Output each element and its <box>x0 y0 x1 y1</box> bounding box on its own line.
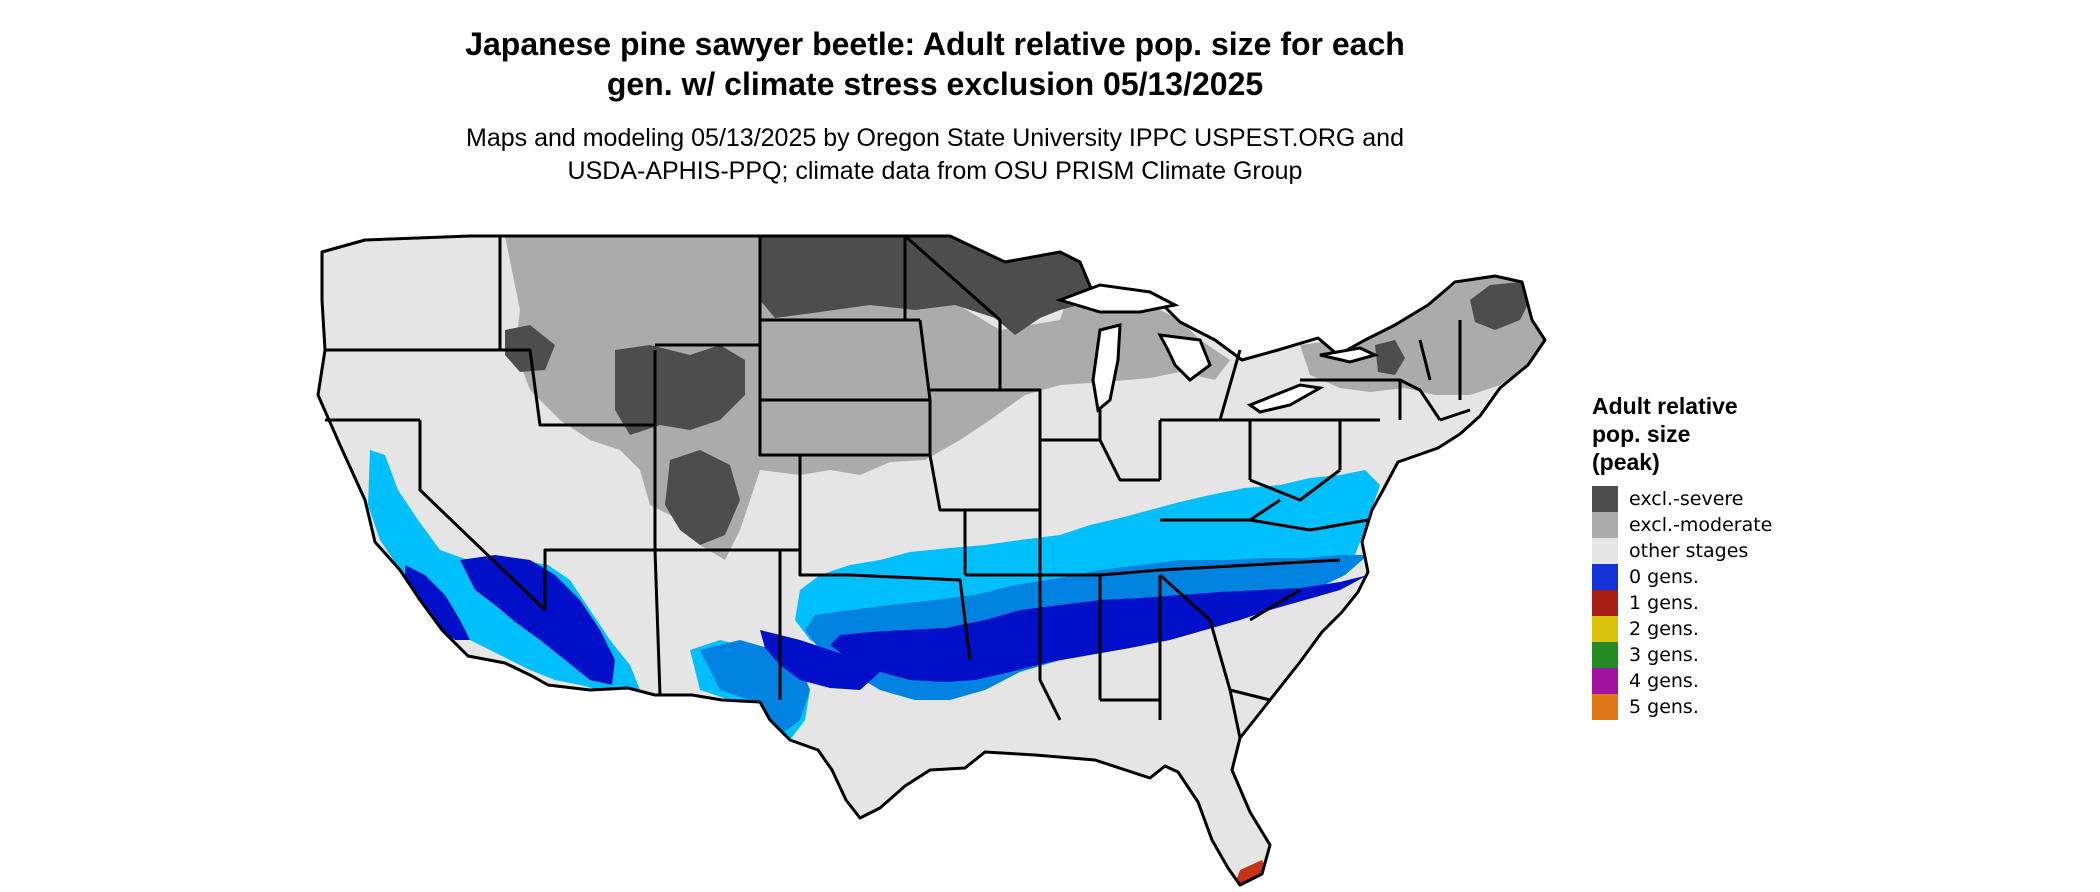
us-outline <box>316 234 1547 887</box>
excl-severe-region-wyoming <box>615 345 745 435</box>
legend-item: 0 gens. <box>1592 564 1892 590</box>
legend-title-line-3: (peak) <box>1592 449 1660 475</box>
legend-label: other stages <box>1629 540 1749 562</box>
state-lines-south <box>965 468 1369 739</box>
map-legend: Adult relative pop. size (peak) excl.-se… <box>1592 392 1892 720</box>
legend-swatch <box>1592 486 1618 512</box>
map-subtitle-line-2: USDA-APHIS-PPQ; climate data from OSU PR… <box>567 157 1303 185</box>
state-boundaries <box>316 234 1547 887</box>
legend-label: 2 gens. <box>1629 618 1699 640</box>
legend-label: 4 gens. <box>1629 670 1699 692</box>
legend-swatch <box>1592 512 1618 538</box>
state-lines-plains <box>758 236 972 661</box>
excl-severe-region-dakotas-minnesota <box>760 236 1098 335</box>
legend-item: excl.-severe <box>1592 486 1892 512</box>
legend-label: 5 gens. <box>1629 696 1699 718</box>
dark-blue-band-california <box>405 565 470 640</box>
legend-swatch <box>1592 564 1618 590</box>
legend-label: 1 gens. <box>1629 592 1699 614</box>
great-lakes <box>1055 283 1380 414</box>
state-lines-northeast <box>1250 320 1471 470</box>
map-subtitle-line-1: Maps and modeling 05/13/2025 by Oregon S… <box>466 124 1404 152</box>
legend-items: excl.-severe excl.-moderate other stages 0 … <box>1592 486 1892 720</box>
map-title-line-1: Japanese pine sawyer beetle: Adult relat… <box>465 26 1405 62</box>
map-title-line-2: gen. w/ climate stress exclusion 05/13/2… <box>606 66 1264 102</box>
legend-swatch <box>1592 694 1618 720</box>
legend-item: excl.-moderate <box>1592 512 1892 538</box>
excl-severe-region-colorado <box>665 450 740 545</box>
lake-michigan <box>1091 323 1122 413</box>
legend-swatch <box>1592 616 1618 642</box>
legend-label: 3 gens. <box>1629 644 1699 666</box>
lake-huron <box>1157 333 1212 382</box>
legend-swatch <box>1592 642 1618 668</box>
legend-item: 5 gens. <box>1592 694 1892 720</box>
legend-label: excl.-severe <box>1629 488 1744 510</box>
dark-blue-band-texas-upper <box>760 630 880 690</box>
legend-swatch <box>1592 668 1618 694</box>
legend-title-line-1: Adult relative <box>1592 393 1738 419</box>
legend-label: excl.-moderate <box>1629 514 1773 536</box>
legend-label: 0 gens. <box>1629 566 1699 588</box>
dark-blue-band-arizona <box>460 555 615 685</box>
legend-title-line-2: pop. size <box>1592 421 1691 447</box>
excl-severe-region-maine <box>1470 282 1530 330</box>
lake-ontario <box>1319 346 1380 364</box>
legend-item: 1 gens. <box>1592 590 1892 616</box>
legend-item: 3 gens. <box>1592 642 1892 668</box>
lake-erie <box>1246 383 1325 414</box>
legend-swatch <box>1592 538 1618 564</box>
legend-item: 2 gens. <box>1592 616 1892 642</box>
legend-item: other stages <box>1592 538 1892 564</box>
legend-swatch <box>1592 590 1618 616</box>
legend-item: 4 gens. <box>1592 668 1892 694</box>
lake-superior <box>1055 283 1180 314</box>
excl-severe-region-adirondacks <box>1375 340 1405 375</box>
